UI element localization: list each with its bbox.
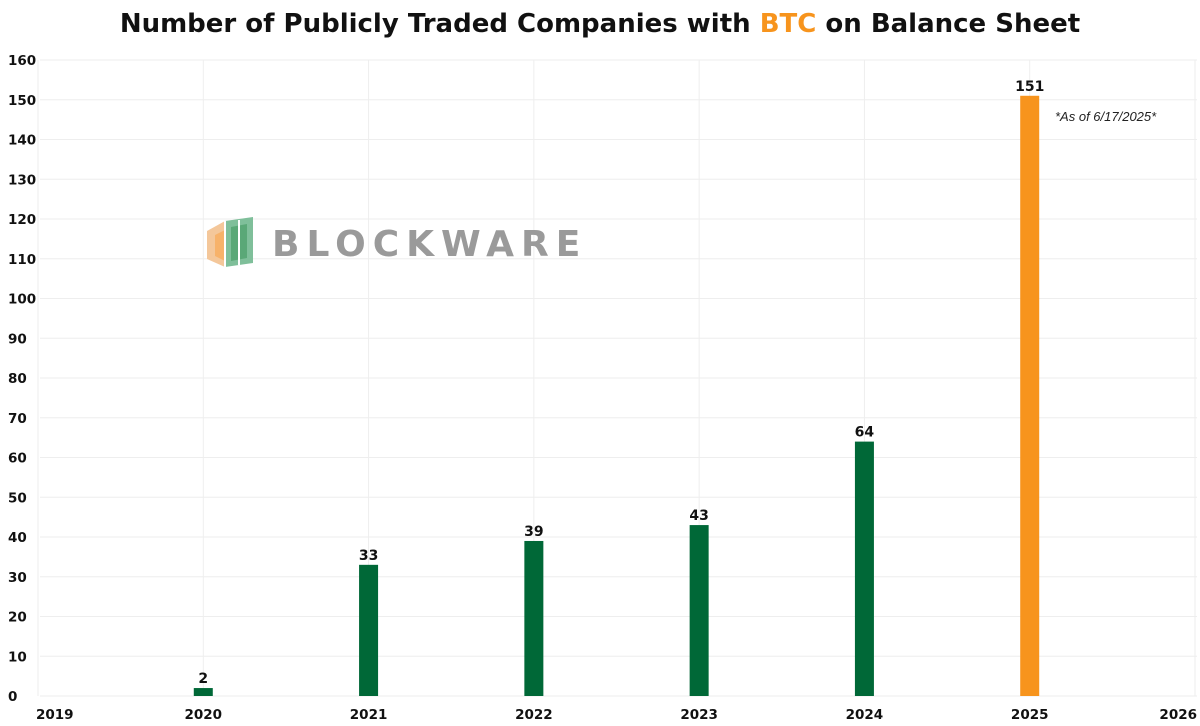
x-tick-label: 2021	[350, 707, 388, 723]
bars	[193, 95, 1040, 696]
x-tick-label: 2025	[1011, 707, 1049, 723]
bar-2023	[689, 525, 709, 696]
x-axis: 2019 2020 2021 2022 2023 2024 2025 2026	[36, 707, 1197, 723]
y-tick-label: 20	[8, 610, 27, 626]
y-tick-label: 160	[8, 53, 36, 69]
y-tick-label: 120	[8, 212, 36, 228]
y-tick-label: 130	[8, 172, 36, 188]
y-tick-label: 90	[8, 331, 27, 347]
data-label-2023: 43	[689, 508, 708, 524]
y-tick-label: 30	[8, 570, 27, 586]
y-tick-label: 140	[8, 133, 36, 149]
x-tick-label: 2023	[680, 707, 718, 723]
data-label-2025: 151	[1015, 79, 1044, 95]
x-tick-label: 2019	[36, 707, 74, 723]
data-label-2022: 39	[524, 524, 543, 540]
x-tick-label: 2020	[184, 707, 222, 723]
title-part-0: Number of Publicly Traded Companies with	[120, 9, 760, 39]
y-tick-label: 100	[8, 292, 36, 308]
data-label-2024: 64	[855, 425, 875, 441]
title-part-2: on Balance Sheet	[816, 9, 1080, 39]
y-tick-label: 10	[8, 649, 27, 665]
data-label-2021: 33	[359, 548, 378, 564]
x-tick-label: 2024	[846, 707, 884, 723]
y-tick-label: 110	[8, 252, 36, 268]
y-tick-label: 70	[8, 411, 27, 427]
y-axis: 0 10 20 30 40 50 60 70 80 90 100 110 120 130 140 150 160	[8, 53, 36, 705]
bar-2020	[193, 688, 213, 696]
bar-2025	[1020, 95, 1040, 696]
y-tick-label: 80	[8, 371, 27, 387]
y-tick-label: 150	[8, 93, 36, 109]
bar-2021	[359, 564, 379, 696]
watermark: BLOCKWARE	[207, 217, 587, 267]
bar-2022	[524, 540, 544, 696]
x-tick-label: 2026	[1159, 707, 1197, 723]
annotation-note: *As of 6/17/2025*	[1055, 109, 1157, 124]
y-tick-label: 60	[8, 451, 27, 467]
watermark-text: BLOCKWARE	[272, 224, 587, 265]
chart-title: Number of Publicly Traded Companies with…	[120, 9, 1080, 39]
bar-2024	[854, 441, 874, 696]
x-tick-label: 2022	[515, 707, 553, 723]
y-tick-label: 0	[8, 689, 17, 705]
title-part-1: BTC	[760, 9, 817, 39]
blockware-logo-icon	[207, 217, 253, 267]
data-labels: 2 33 39 43 64 151	[198, 79, 1044, 687]
y-tick-label: 40	[8, 530, 27, 546]
y-tick-label: 50	[8, 490, 27, 506]
data-label-2020: 2	[198, 671, 208, 687]
